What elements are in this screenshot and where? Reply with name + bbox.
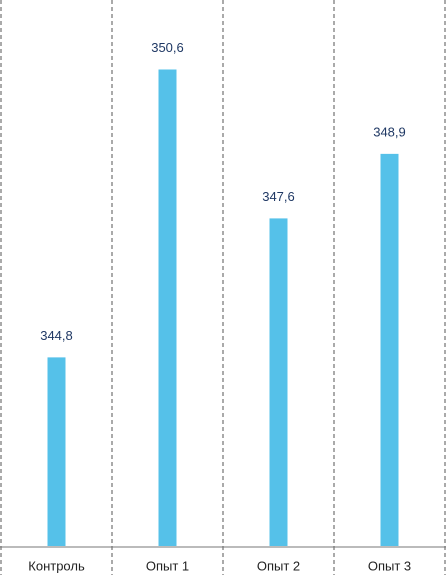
value-label: 348,9 xyxy=(373,124,406,139)
value-label: 350,6 xyxy=(151,40,184,55)
x-tick-label: Опыт 2 xyxy=(257,558,300,573)
bar xyxy=(380,153,399,546)
value-label: 344,8 xyxy=(40,328,73,343)
x-tick-label: Опыт 3 xyxy=(368,558,411,573)
bar xyxy=(47,357,66,546)
x-tick-label: Опыт 1 xyxy=(146,558,189,573)
bar xyxy=(269,218,288,546)
bar xyxy=(158,69,177,546)
value-label: 347,6 xyxy=(262,189,295,204)
x-tick-label: Контроль xyxy=(28,558,85,573)
